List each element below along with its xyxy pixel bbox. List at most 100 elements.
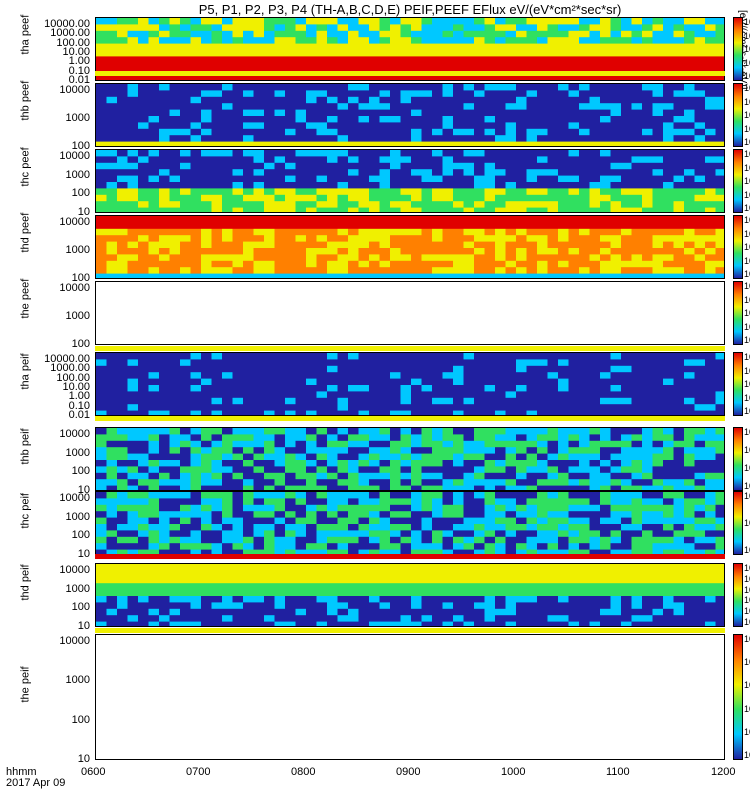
heatmap-cell: [316, 216, 328, 223]
heatmap-cell: [295, 576, 307, 584]
heatmap-cell: [558, 122, 569, 130]
heatmap-cell: [537, 241, 548, 249]
heatmap-cell: [337, 524, 349, 531]
heatmap-cell: [253, 596, 265, 603]
heatmap-cell: [558, 241, 569, 249]
heatmap-cell: [211, 182, 223, 189]
heatmap-cell: [411, 267, 422, 275]
heatmap-cell: [421, 492, 433, 499]
heatmap-cell: [694, 511, 706, 519]
heatmap-cell: [390, 589, 401, 597]
heatmap-cell: [117, 472, 128, 480]
heatmap-cell: [369, 169, 380, 177]
heatmap-cell: [211, 75, 223, 80]
heatmap-cell: [673, 596, 685, 603]
heatmap-cell: [190, 397, 202, 405]
heatmap-cell: [663, 498, 674, 506]
heatmap-cell: [600, 135, 611, 143]
heatmap-cell: [295, 24, 307, 32]
heatmap-cell: [316, 460, 328, 467]
heatmap-cell: [138, 96, 149, 104]
heatmap-cell: [295, 30, 307, 38]
heatmap-cell: [117, 103, 128, 111]
heatmap-cell: [264, 543, 275, 551]
heatmap-cell: [390, 162, 401, 170]
colorbar-tick-label: 10⁴: [744, 269, 750, 279]
heatmap-cell: [505, 103, 517, 111]
heatmap-cell: [474, 404, 485, 412]
heatmap-cell: [222, 372, 233, 380]
heatmap-cell: [684, 621, 695, 626]
heatmap-cell: [652, 372, 664, 380]
heatmap-cell: [621, 207, 632, 212]
heatmap-cell: [390, 50, 401, 57]
heatmap-cell: [285, 182, 296, 189]
x-tick-label: 1100: [606, 766, 630, 778]
heatmap-cell: [337, 492, 349, 499]
heatmap-cell: [642, 576, 653, 584]
quality-flag-bar: [95, 628, 725, 633]
heatmap-cell: [253, 472, 265, 480]
heatmap-cell: [169, 201, 181, 209]
heatmap-cell: [474, 576, 485, 584]
heatmap-cell: [432, 498, 443, 506]
heatmap-cell: [463, 156, 475, 164]
colorbar-tick-label: 10⁵: [744, 595, 750, 606]
heatmap-cell: [463, 135, 475, 143]
heatmap-cell: [211, 150, 223, 157]
heatmap-cell: [390, 543, 401, 551]
heatmap-cell: [127, 222, 139, 230]
heatmap-cell: [537, 524, 548, 531]
heatmap-cell: [138, 410, 149, 415]
heatmap-cell: [358, 260, 370, 268]
heatmap-cell: [243, 109, 254, 117]
heatmap-cell: [306, 570, 317, 578]
heatmap-cell: [442, 43, 454, 51]
heatmap-cell: [253, 485, 265, 490]
heatmap-cell: [169, 453, 181, 461]
heatmap-cell: [453, 37, 464, 45]
heatmap-cell: [316, 241, 328, 249]
heatmap-cell: [138, 235, 149, 243]
heatmap-cell: [631, 24, 643, 32]
heatmap-cell: [537, 18, 548, 25]
heatmap-cell: [138, 543, 149, 551]
heatmap-cell: [411, 511, 422, 519]
heatmap-cell: [201, 447, 212, 455]
heatmap-cell: [463, 485, 475, 490]
heatmap-cell: [201, 365, 212, 373]
heatmap-cell: [169, 62, 181, 70]
heatmap-cell: [652, 359, 664, 367]
heatmap-cell: [568, 150, 580, 157]
heatmap-cell: [558, 169, 569, 177]
heatmap-cell: [358, 156, 370, 164]
heatmap-cell: [453, 109, 464, 117]
heatmap-cell: [169, 583, 181, 591]
heatmap-cell: [400, 397, 412, 405]
heatmap-cell: [568, 504, 580, 512]
heatmap-cell: [621, 596, 632, 603]
heatmap-cell: [264, 589, 275, 597]
heatmap-cell: [673, 128, 685, 136]
heatmap-cell: [285, 96, 296, 104]
heatmap-cell: [579, 43, 590, 51]
heatmap-cell: [306, 524, 317, 531]
heatmap-cell: [705, 24, 716, 32]
heatmap-cell: [673, 103, 685, 111]
heatmap-cell: [180, 472, 191, 480]
heatmap-cell: [306, 378, 317, 386]
heatmap-cell: [379, 84, 391, 91]
heatmap-cell: [610, 524, 622, 531]
heatmap-cell: [316, 530, 328, 538]
heatmap-cell: [432, 434, 443, 442]
heatmap-cell: [411, 378, 422, 386]
heatmap-cell: [705, 175, 716, 183]
heatmap-cell: [631, 530, 643, 538]
heatmap-cell: [631, 267, 643, 275]
heatmap-cell: [190, 589, 202, 597]
heatmap-cell: [127, 141, 139, 146]
heatmap-cell: [285, 37, 296, 45]
heatmap-cell: [222, 75, 233, 80]
heatmap-cell: [306, 602, 317, 610]
heatmap-cell: [495, 372, 506, 380]
